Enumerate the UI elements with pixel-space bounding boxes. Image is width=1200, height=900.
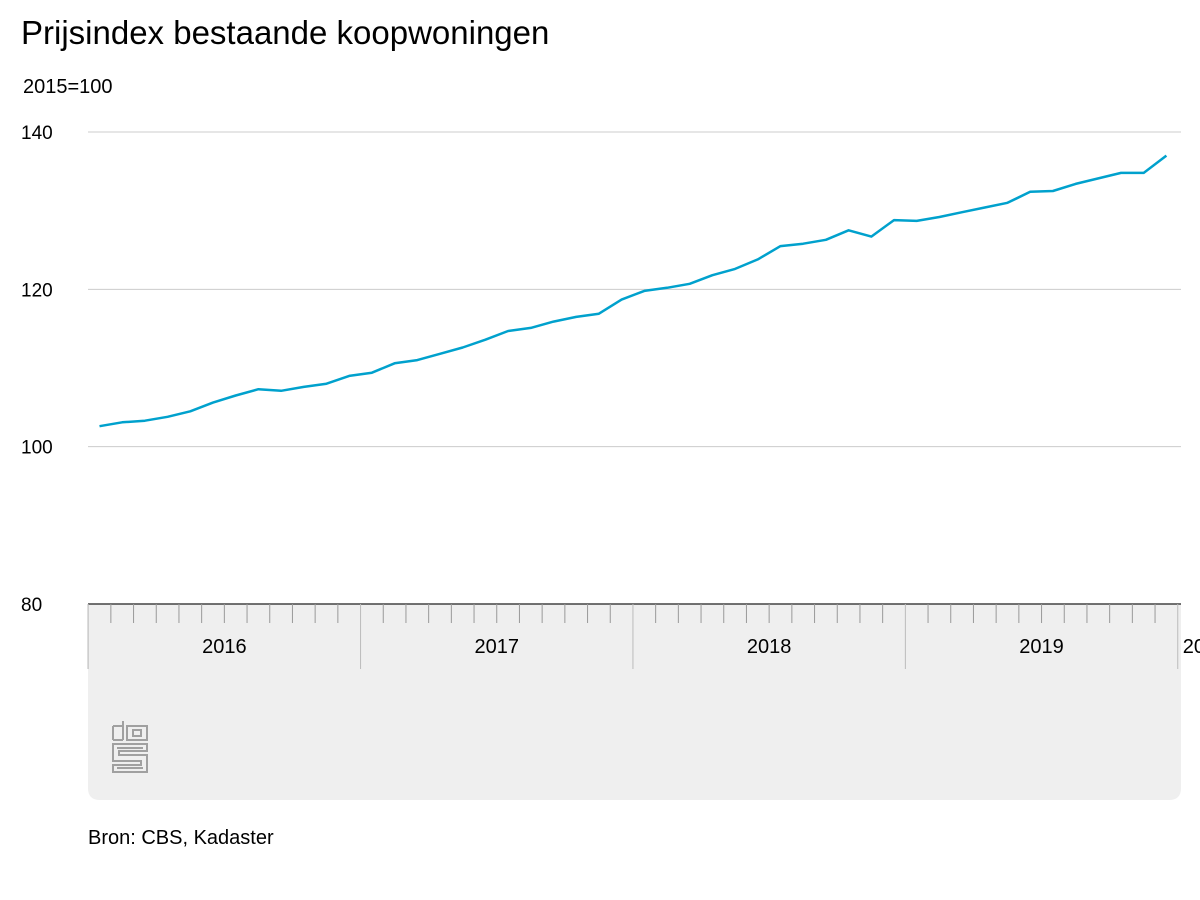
year-label-2019: 2019 bbox=[1019, 636, 1064, 658]
cbs-logo-icon bbox=[112, 721, 148, 773]
x-axis-ticks bbox=[87, 604, 1179, 669]
x-axis-panel bbox=[88, 604, 1181, 800]
year-label-2018: 2018 bbox=[747, 636, 792, 658]
y-tick-label-140: 140 bbox=[21, 123, 53, 144]
y-tick-label-120: 120 bbox=[21, 280, 53, 301]
year-label-2017: 2017 bbox=[475, 636, 520, 658]
year-label-2016: 2016 bbox=[202, 636, 247, 658]
year-label-2020: 2020 bbox=[1183, 636, 1200, 658]
y-axis-unit-label: 2015=100 bbox=[23, 76, 113, 98]
y-tick-label-80: 80 bbox=[21, 595, 42, 616]
y-axis-tick-labels: 80 100 120 140 bbox=[21, 123, 53, 616]
source-note: Bron: CBS, Kadaster bbox=[88, 827, 274, 849]
y-tick-label-100: 100 bbox=[21, 438, 53, 459]
gridlines bbox=[88, 131, 1181, 605]
chart-title: Prijsindex bestaande koopwoningen bbox=[21, 14, 550, 51]
series-line bbox=[99, 154, 1168, 428]
x-axis-year-labels: 2016 2017 2018 2019 2020 bbox=[202, 636, 1200, 658]
